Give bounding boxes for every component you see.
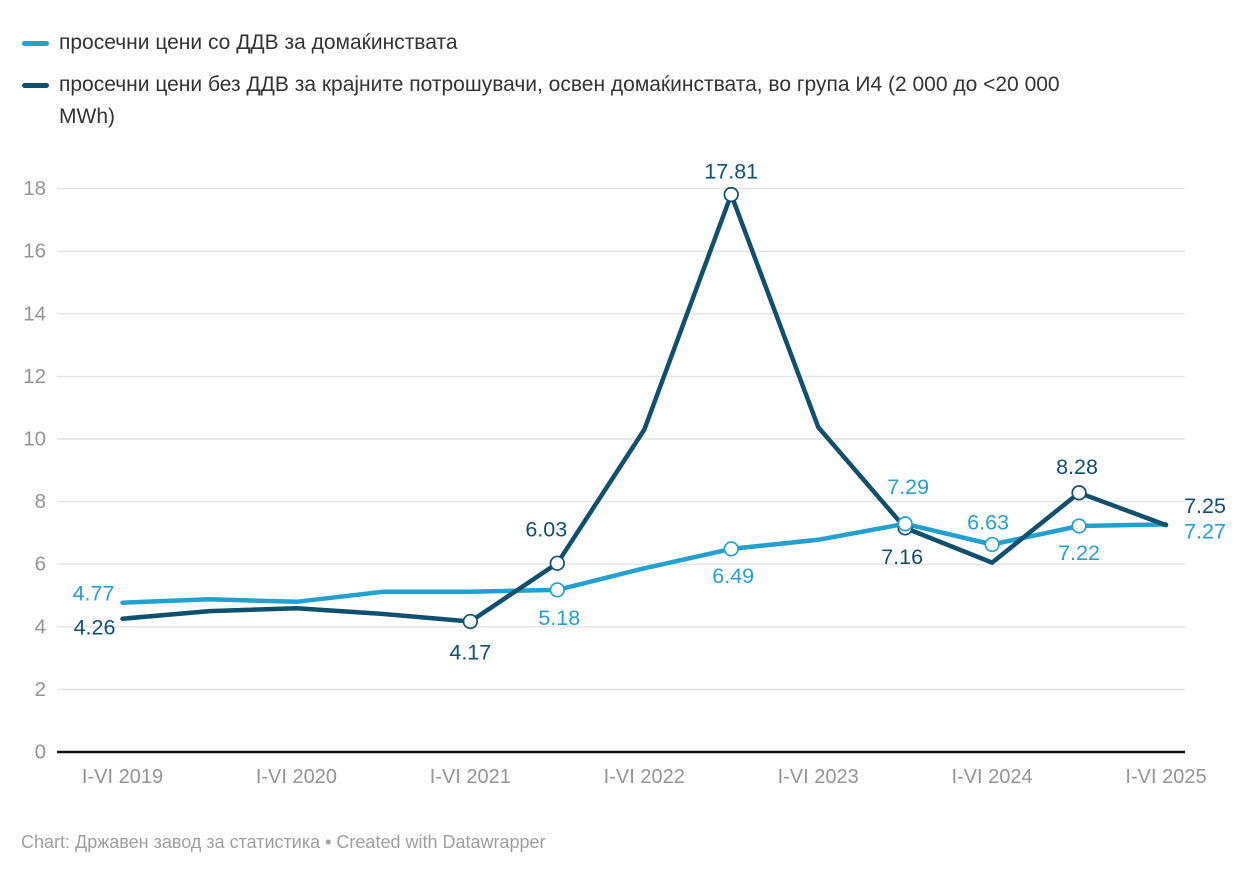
point-marker-households-with-vat[interactable] xyxy=(897,516,913,532)
x-axis-tick-label: I-VI 2025 xyxy=(1125,766,1206,788)
x-axis-tick-label: I-VI 2021 xyxy=(430,766,511,788)
point-value-label-households-with-vat: 7.29 xyxy=(887,475,929,499)
point-marker-households-with-vat[interactable] xyxy=(1071,518,1087,534)
point-value-label-nonhouseholds-i4-without-vat: 7.16 xyxy=(881,545,923,569)
point-marker-nonhouseholds-i4-without-vat[interactable] xyxy=(723,186,739,203)
legend-item-households: просечни цени со ДДВ за домаќинствата xyxy=(22,27,1060,59)
point-marker-nonhouseholds-i4-without-vat[interactable] xyxy=(1071,485,1087,501)
y-axis-tick-label: 0 xyxy=(35,741,46,764)
point-marker-nonhouseholds-i4-without-vat[interactable] xyxy=(549,555,565,571)
point-marker-households-with-vat[interactable] xyxy=(984,536,1000,553)
x-axis-tick-label: I-VI 2024 xyxy=(952,766,1033,788)
legend-label-households: просечни цени со ДДВ за домаќинствата xyxy=(59,31,458,54)
y-axis-tick-label: 6 xyxy=(35,553,46,576)
y-axis-tick-label: 2 xyxy=(35,678,46,701)
x-axis-tick-label: I-VI 2020 xyxy=(256,766,337,788)
x-axis-tick-label: I-VI 2023 xyxy=(778,766,859,788)
legend-label-nonhouseholds-i4: просечни цени без ДДВ за крајните потрош… xyxy=(59,73,1060,128)
point-value-label-households-with-vat: 6.49 xyxy=(712,564,754,588)
point-value-label-households-with-vat: 7.27 xyxy=(1184,519,1226,543)
point-marker-nonhouseholds-i4-without-vat[interactable] xyxy=(462,613,478,630)
y-axis-tick-label: 12 xyxy=(23,365,46,388)
point-marker-households-with-vat[interactable] xyxy=(549,582,565,598)
chart-footer-attribution: Chart: Државен завод за статистика • Cre… xyxy=(21,832,546,852)
point-value-label-nonhouseholds-i4-without-vat: 17.81 xyxy=(704,160,758,184)
point-value-label-households-with-vat: 5.18 xyxy=(538,606,580,630)
point-value-label-nonhouseholds-i4-without-vat: 4.26 xyxy=(74,616,116,640)
series-line-nonhouseholds-i4-without-vat[interactable] xyxy=(120,192,1169,624)
legend-swatch-nonhouseholds-i4 xyxy=(22,83,49,88)
series-line-households-with-vat[interactable] xyxy=(120,521,1169,605)
point-value-label-nonhouseholds-i4-without-vat: 4.17 xyxy=(449,640,491,664)
y-axis-tick-label: 10 xyxy=(23,428,46,451)
point-value-label-nonhouseholds-i4-without-vat: 6.03 xyxy=(525,517,567,541)
point-marker-households-with-vat[interactable] xyxy=(723,541,739,557)
x-axis-tick-label: I-VI 2022 xyxy=(604,766,685,788)
legend-item-nonhouseholds-i4: просечни цени без ДДВ за крајните потрош… xyxy=(22,69,1060,133)
y-axis-tick-label: 18 xyxy=(23,177,46,200)
legend-swatch-households xyxy=(22,41,49,46)
x-axis-tick-label: I-VI 2019 xyxy=(82,766,163,788)
point-value-label-households-with-vat: 4.77 xyxy=(73,582,115,606)
y-axis-tick-label: 4 xyxy=(35,615,46,638)
y-axis-tick-label: 8 xyxy=(35,490,46,513)
point-value-label-households-with-vat: 6.63 xyxy=(967,510,1009,534)
point-value-label-households-with-vat: 7.22 xyxy=(1058,541,1100,565)
y-axis-tick-label: 16 xyxy=(23,240,46,263)
point-value-label-nonhouseholds-i4-without-vat: 7.25 xyxy=(1184,494,1226,518)
point-value-label-nonhouseholds-i4-without-vat: 8.28 xyxy=(1056,455,1098,479)
y-axis-tick-label: 14 xyxy=(23,302,46,325)
legend: просечни цени со ДДВ за домаќинствата пр… xyxy=(22,27,1060,143)
